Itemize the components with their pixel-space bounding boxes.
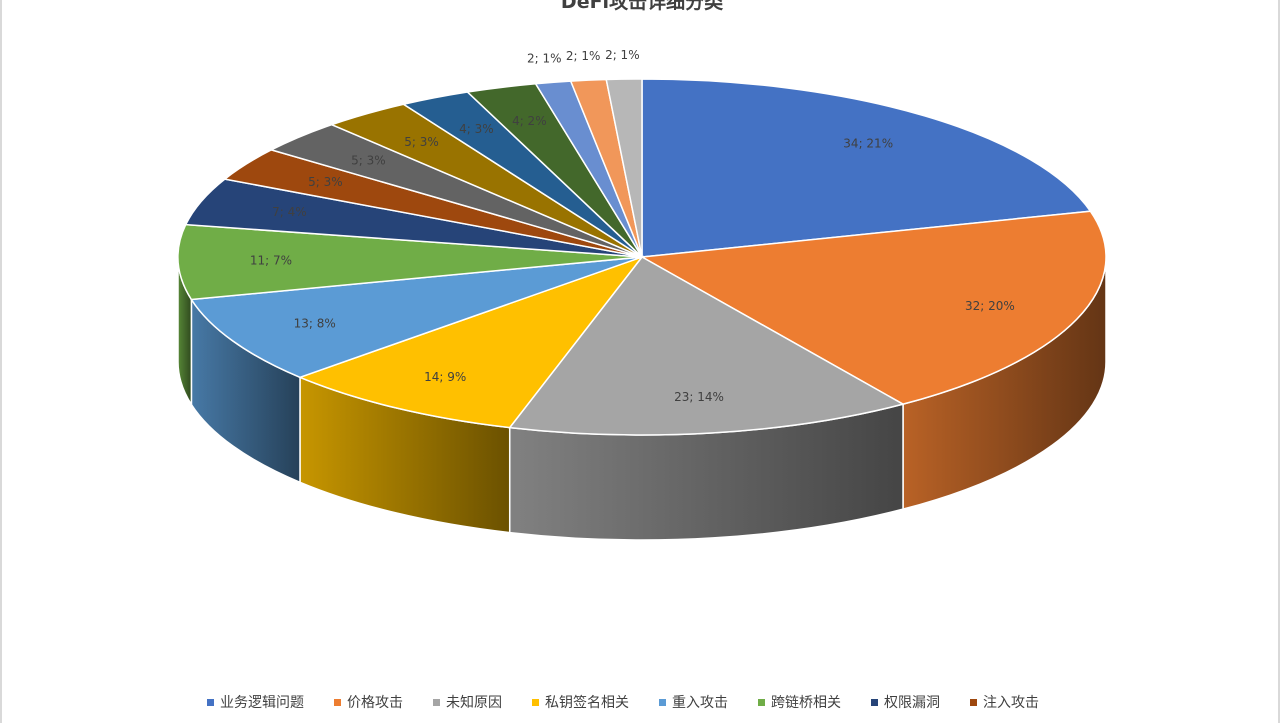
legend-item-3: 私钥签名相关 — [532, 692, 629, 712]
legend-label-4: 重入攻击 — [672, 695, 728, 711]
legend-swatch-2 — [433, 698, 440, 706]
data-label-14: 2; 1% — [605, 48, 640, 62]
legend-swatch-7 — [970, 698, 977, 706]
legend-item-0: 业务逻辑问题 — [207, 692, 304, 712]
data-label-5: 11; 7% — [250, 254, 292, 268]
data-label-8: 5; 3% — [351, 153, 386, 167]
chart-title: DeFi攻击详细分类 — [560, 0, 724, 13]
legend-item-5: 跨链桥相关 — [758, 692, 841, 712]
legend-item-1: 价格攻击 — [334, 692, 403, 712]
legend-item-6: 权限漏洞 — [871, 692, 940, 712]
pie-slice-5 — [177, 223, 643, 301]
legend-label-6: 权限漏洞 — [884, 695, 940, 711]
legend-label-1: 价格攻击 — [347, 695, 403, 711]
legend-label-3: 私钥签名相关 — [545, 695, 629, 711]
data-label-0: 34; 21% — [843, 137, 893, 151]
legend-swatch-5 — [758, 698, 765, 706]
data-label-2: 23; 14% — [674, 390, 724, 404]
legend-swatch-1 — [334, 698, 341, 706]
data-label-3: 14; 9% — [424, 370, 466, 384]
data-label-10: 4; 3% — [459, 122, 494, 136]
data-label-6: 7; 4% — [272, 205, 307, 219]
pie-slice-3 — [297, 255, 645, 429]
pie-slice-1 — [639, 210, 1107, 405]
legend-item-7: 注入攻击 — [970, 692, 1039, 712]
legend-item-2: 未知原因 — [433, 692, 502, 712]
pie-slice-0 — [641, 78, 1092, 258]
legend-label-7: 注入攻击 — [983, 695, 1039, 711]
legend-swatch-3 — [532, 698, 539, 706]
legend-item-4: 重入攻击 — [659, 692, 728, 712]
legend-label-5: 跨链桥相关 — [771, 695, 841, 711]
data-label-12: 2; 1% — [527, 51, 562, 65]
data-label-1: 32; 20% — [965, 299, 1015, 313]
data-label-11: 4; 2% — [512, 114, 547, 128]
legend-label-0: 业务逻辑问题 — [220, 695, 304, 711]
legend-swatch-4 — [659, 698, 666, 706]
data-label-13: 2; 1% — [566, 49, 601, 63]
legend-swatch-6 — [871, 698, 878, 706]
legend-swatch-0 — [207, 698, 214, 706]
data-label-7: 5; 3% — [308, 175, 343, 189]
pie-slice-4 — [190, 256, 643, 379]
pie-slice-14 — [605, 78, 643, 258]
data-label-4: 13; 8% — [294, 317, 336, 331]
data-label-9: 5; 3% — [404, 135, 439, 149]
chart-legend: 业务逻辑问题 价格攻击 未知原因 私钥签名相关 重入攻击 跨链桥相关 权限漏洞 注入攻击 — [207, 692, 1267, 712]
legend-label-2: 未知原因 — [446, 695, 502, 711]
